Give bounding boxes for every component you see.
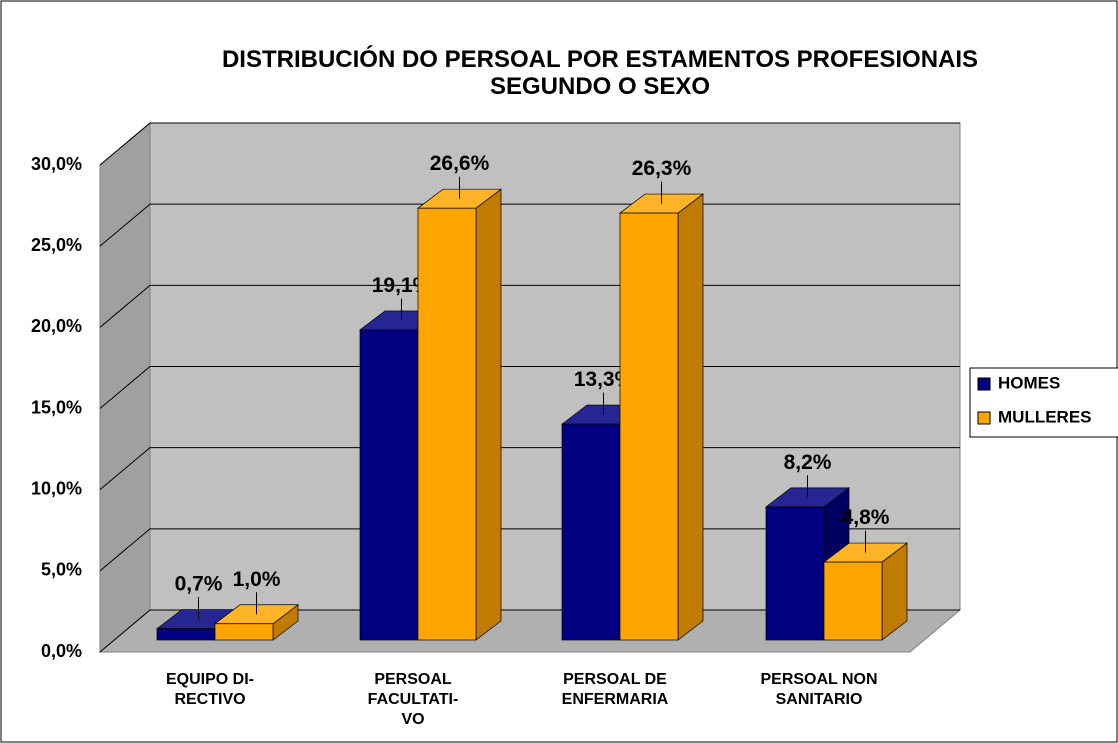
- grid-line: [99, 122, 960, 166]
- bar-front: [156, 628, 216, 641]
- data-label: 1,0%: [233, 568, 281, 591]
- legend-swatch: [977, 411, 991, 425]
- bar: [618, 193, 705, 641]
- y-tick-label: 5,0%: [41, 560, 82, 580]
- legend-swatch: [977, 377, 991, 391]
- data-label: 0,7%: [175, 573, 223, 596]
- legend-label: MULLERES: [998, 407, 1092, 426]
- y-tick-label: 20,0%: [31, 316, 82, 336]
- data-label: 8,2%: [784, 451, 832, 474]
- bar-front: [214, 623, 274, 641]
- bar: [822, 542, 909, 641]
- y-tick-label: 30,0%: [31, 154, 82, 174]
- data-label: 19,1%: [372, 274, 432, 297]
- bar-side: [677, 193, 704, 641]
- x-tick-label: PERSOAL NON SANITARIO: [760, 671, 878, 708]
- legend-box: [969, 367, 1118, 438]
- x-tick-label: EQUIPO DI- RECTIVO: [165, 671, 254, 708]
- x-tick-label: PERSOAL FACULTATI- VO: [367, 671, 459, 728]
- y-tick-label: 0,0%: [41, 641, 82, 661]
- y-tick-label: 25,0%: [31, 235, 82, 255]
- y-tick-label: 15,0%: [31, 397, 82, 417]
- data-label: 26,6%: [430, 152, 490, 175]
- data-label: 4,8%: [842, 506, 890, 529]
- bar-front: [561, 423, 621, 641]
- bar-front: [359, 329, 419, 641]
- legend-label: HOMES: [998, 373, 1060, 392]
- bar-front: [823, 561, 883, 641]
- x-tick-label: PERSOAL DE ENFERMARIA: [561, 671, 669, 708]
- y-tick-label: 10,0%: [31, 478, 82, 498]
- data-label: 26,3%: [632, 157, 692, 180]
- data-label: 13,3%: [574, 368, 634, 391]
- bar-side: [475, 188, 502, 641]
- bar: [416, 188, 503, 641]
- bar-front: [417, 207, 477, 641]
- bar-front: [765, 506, 825, 641]
- bar-front: [619, 212, 679, 641]
- bar: [213, 604, 300, 641]
- chart-title: DISTRIBUCIÓN DO PERSOAL POR ESTAMENTOS P…: [221, 46, 979, 100]
